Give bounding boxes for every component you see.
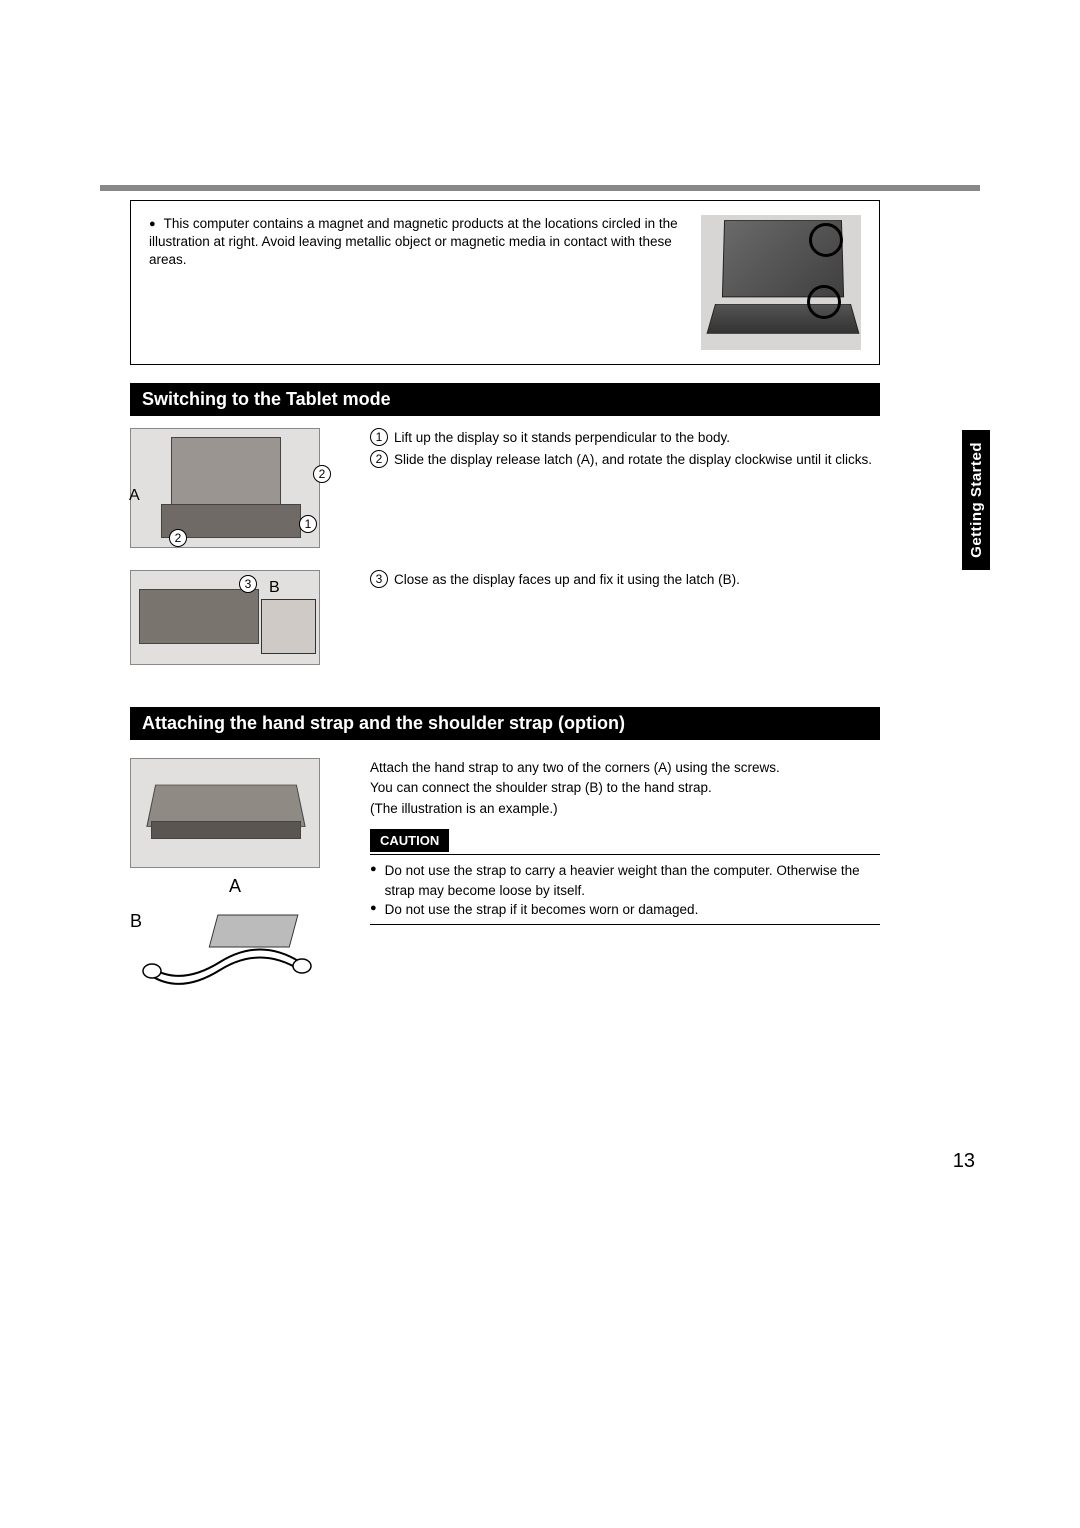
callout-2: 2 [313,465,331,483]
magnet-caution-bullet: This computer contains a magnet and magn… [149,215,681,270]
page: Getting Started This computer contains a… [0,0,1080,1528]
strap-intro-3: (The illustration is an example.) [370,799,880,819]
side-tab-label: Getting Started [968,442,985,558]
tablet-illustration-1: A 2 1 2 [130,428,320,548]
strap-intro-1: Attach the hand strap to any two of the … [370,758,880,778]
step-2-text: Slide the display release latch (A), and… [394,450,872,470]
header-rule [100,185,980,191]
caution-list: Do not use the strap to carry a heavier … [370,855,880,922]
caution-label: CAUTION [370,829,449,853]
page-number: 13 [953,1150,975,1173]
tablet-step3-row: 3 B 3 Close as the display faces up and … [130,570,880,679]
callout-3: 3 [239,575,257,593]
strap-illustration-col: A B [130,758,340,1000]
caution-item-2: Do not use the strap if it becomes worn … [385,900,699,920]
strap-intro-2: You can connect the shoulder strap (B) t… [370,778,880,798]
magnet-circle-icon [807,285,841,319]
step-num-3: 3 [370,570,388,588]
label-b: B [269,579,280,597]
tablet-step3-text-col: 3 Close as the display faces up and fix … [370,570,880,592]
step-3: 3 Close as the display faces up and fix … [370,570,880,590]
strap-illustration-a [130,758,320,868]
magnet-illustration [701,215,861,350]
section-title-tablet: Switching to the Tablet mode [130,383,880,416]
tablet-illustration-col: A 2 1 2 [130,428,340,562]
magnet-caution-text: This computer contains a magnet and magn… [149,215,681,270]
step-3-text: Close as the display faces up and fix it… [394,570,740,590]
step-num-1: 1 [370,428,388,446]
magnet-caution-box: This computer contains a magnet and magn… [130,200,880,365]
strap-sketch-icon [130,907,320,992]
tablet-illustration-col-2: 3 B [130,570,340,679]
magnet-circle-icon [809,223,843,257]
strap-illustration-b: B [130,907,320,992]
step-1: 1 Lift up the display so it stands perpe… [370,428,880,448]
strap-text-col: Attach the hand strap to any two of the … [370,758,880,925]
content-area: This computer contains a magnet and magn… [130,200,880,1000]
step-1-text: Lift up the display so it stands perpend… [394,428,730,448]
strap-label-a: A [130,876,340,897]
tablet-illustration-2: 3 B [130,570,320,665]
laptop-sketch [701,215,861,350]
side-tab-getting-started: Getting Started [962,430,990,570]
callout-1: 1 [299,515,317,533]
tablet-steps-text: 1 Lift up the display so it stands perpe… [370,428,880,473]
tablet-mode-body: A 2 1 2 1 Lift up the display so it stan… [130,428,880,562]
step-num-2: 2 [370,450,388,468]
strap-body: A B Attach the hand strap to any two of … [130,758,880,1000]
callout-2b: 2 [169,529,187,547]
caution-rule-bottom [370,924,880,925]
label-a: A [129,487,140,505]
caution-item-1: Do not use the strap to carry a heavier … [385,861,880,900]
section-title-strap: Attaching the hand strap and the shoulde… [130,707,880,740]
step-2: 2 Slide the display release latch (A), a… [370,450,880,470]
